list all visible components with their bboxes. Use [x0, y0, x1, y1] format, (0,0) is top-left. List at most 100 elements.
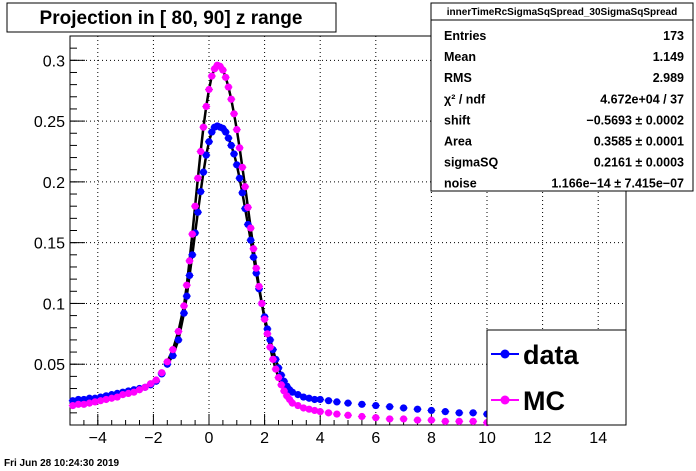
point-mc [277, 381, 285, 389]
x-tick-label: 4 [316, 430, 325, 447]
point-mc [233, 126, 241, 134]
data-markers [68, 61, 491, 427]
point-mc [194, 174, 202, 182]
point-mc [299, 404, 308, 412]
x-tick-label: 14 [589, 430, 607, 447]
point-data [455, 409, 463, 417]
point-mc [219, 66, 227, 74]
point-mc [386, 415, 394, 423]
legend-label-data: data [523, 340, 580, 370]
x-tick-label: 0 [205, 430, 214, 447]
point-data [299, 393, 308, 401]
point-data [305, 394, 313, 402]
y-tick-label: 0.25 [34, 114, 65, 131]
legend: data MC [486, 329, 627, 426]
point-mc [188, 230, 196, 238]
point-mc [344, 411, 352, 419]
stats-value: −0.5693 ± 0.0002 [586, 113, 684, 127]
point-mc [255, 282, 263, 291]
legend-label-mc: MC [523, 386, 565, 416]
point-data [185, 271, 194, 280]
stats-label: Mean [444, 50, 476, 64]
footer-timestamp: Fri Jun 28 10:24:30 2019 [4, 458, 120, 469]
stats-label: Entries [444, 29, 486, 43]
stats-value: 2.989 [653, 71, 684, 85]
legend-entry-data: data [491, 340, 580, 370]
point-mc [274, 373, 283, 382]
stats-value: 173 [663, 29, 684, 43]
point-mc [261, 315, 269, 323]
point-mc [469, 417, 477, 425]
point-data [227, 141, 235, 150]
point-mc [455, 417, 463, 425]
chart-title: Projection in [ 80, 90] z range [40, 8, 303, 29]
stats-value: 1.166e−14 ± 7.415e−07 [551, 177, 684, 191]
point-mc [263, 330, 271, 338]
point-mc [180, 302, 188, 310]
point-mc [69, 401, 77, 410]
point-mc [400, 415, 408, 423]
point-mc [441, 417, 449, 425]
point-mc [135, 386, 144, 394]
point-mc [294, 401, 302, 410]
point-mc [413, 416, 422, 424]
point-mc [191, 202, 199, 210]
point-data [427, 406, 435, 415]
point-data [188, 251, 196, 259]
point-data [235, 174, 244, 182]
point-data [372, 401, 380, 410]
point-mc [152, 376, 160, 384]
y-tick-label: 0.3 [43, 53, 65, 70]
point-mc [108, 394, 116, 402]
point-mc [272, 365, 280, 373]
point-data [386, 403, 394, 411]
point-mc [141, 383, 149, 391]
point-mc [91, 398, 99, 406]
point-data [224, 134, 233, 142]
point-mc [124, 389, 132, 397]
point-mc [96, 397, 105, 405]
point-mc [183, 281, 191, 289]
point-mc [130, 388, 138, 396]
point-data [169, 352, 177, 360]
point-data [333, 398, 341, 406]
point-data [222, 128, 230, 136]
point-mc [169, 346, 177, 354]
point-data [311, 395, 319, 404]
point-data [249, 253, 258, 261]
point-data [230, 150, 238, 158]
point-mc [208, 72, 216, 80]
point-mc [102, 395, 110, 404]
point-mc [85, 399, 94, 407]
point-mc [119, 391, 127, 399]
point-mc [238, 163, 246, 171]
stats-box: innerTimeRcSigmaSqSpread_30SigmaSqSpread… [430, 2, 694, 192]
title-box: Projection in [ 80, 90] z range [6, 2, 337, 33]
point-mc [427, 416, 435, 424]
point-mc [269, 355, 277, 363]
point-mc [202, 102, 210, 111]
point-mc [113, 393, 121, 401]
point-data [194, 208, 202, 216]
point-mc [147, 380, 155, 388]
y-tick-label: 0.1 [43, 296, 65, 313]
point-mc [163, 358, 171, 366]
stats-value: 0.2161 ± 0.0003 [594, 156, 684, 170]
point-mc [288, 399, 296, 407]
point-mc [311, 406, 319, 415]
x-tick-label: 8 [427, 430, 436, 447]
legend-marker-mc [500, 395, 510, 405]
point-data [358, 400, 366, 408]
point-data [202, 151, 210, 159]
stats-label: Area [444, 135, 473, 149]
x-tick-label: 2 [260, 430, 269, 447]
point-mc [174, 327, 183, 335]
point-data [316, 395, 324, 404]
x-tick-label: 10 [478, 430, 496, 447]
legend-entry-mc: MC [491, 386, 565, 416]
point-data [174, 336, 183, 344]
point-mc [235, 144, 244, 152]
point-data [324, 397, 333, 405]
point-data [233, 161, 241, 169]
